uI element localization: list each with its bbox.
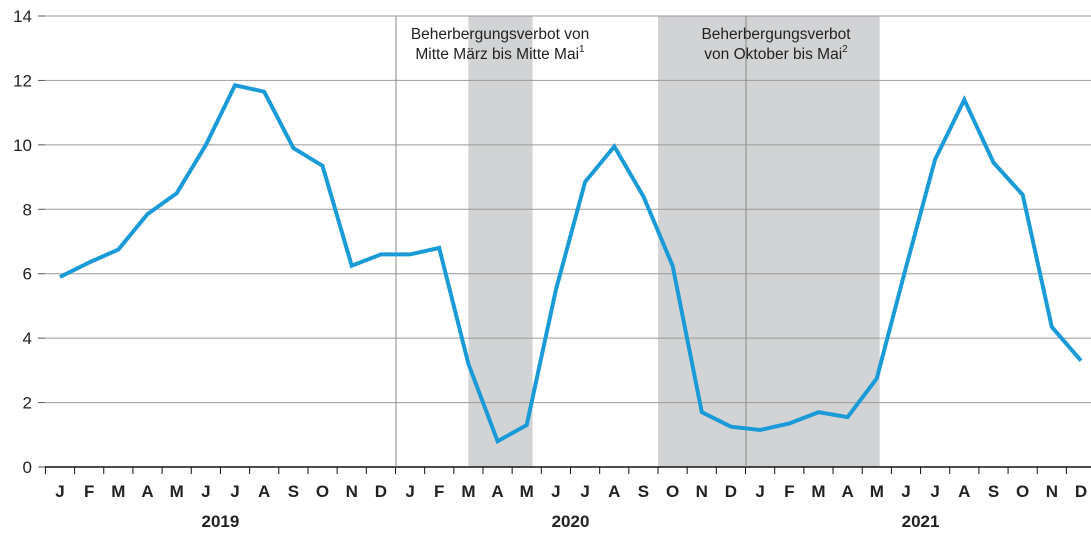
data-line [59, 83, 1083, 445]
y-tick-label: 14 [13, 7, 32, 26]
x-tick-label: D [1075, 482, 1087, 501]
x-tick-label: O [666, 482, 679, 501]
x-tick-label: N [346, 482, 358, 501]
x-tick-label: J [405, 482, 414, 501]
x-tick-label: M [870, 482, 884, 501]
x-tick-label: J [901, 482, 910, 501]
shaded-layer [468, 16, 880, 467]
x-tick-label: J [580, 482, 589, 501]
x-tick-label: D [375, 482, 387, 501]
x-tick-label: A [258, 482, 270, 501]
shaded-period [658, 16, 880, 467]
x-tick-label: J [755, 482, 764, 501]
x-tick-label: O [316, 482, 329, 501]
y-tick-label: 12 [13, 71, 32, 90]
x-tick-label: M [170, 482, 184, 501]
x-tick-label: S [988, 482, 999, 501]
year-label: 2020 [552, 512, 590, 531]
x-tick-label: A [141, 482, 153, 501]
annotation-line: von Oktober bis Mai [704, 46, 842, 63]
annotation: Beherbergungsverbot von [411, 26, 589, 43]
shaded-period [468, 16, 533, 467]
x-tick-label: A [608, 482, 620, 501]
x-tick-label: M [111, 482, 125, 501]
footnote-mark: 2 [842, 44, 848, 55]
x-tick-label: F [784, 482, 794, 501]
x-tick-label: A [958, 482, 970, 501]
x-tick-label: N [696, 482, 708, 501]
year-label: 2019 [202, 512, 240, 531]
y-tick-label: 0 [23, 458, 32, 477]
x-tick-label: A [491, 482, 503, 501]
x-tick-label: J [55, 482, 64, 501]
x-tick-label: M [811, 482, 825, 501]
x-tick-label: J [930, 482, 939, 501]
y-tick-label: 8 [23, 200, 32, 219]
x-tick-label: J [551, 482, 560, 501]
x-tick-label: J [230, 482, 239, 501]
y-tick-label: 10 [13, 136, 32, 155]
year-label: 2021 [902, 512, 940, 531]
y-tick-label: 6 [23, 265, 32, 284]
annotation-line: Mitte März bis Mitte Mai [415, 46, 579, 63]
marks-layer [59, 83, 1083, 445]
x-tick-label: M [520, 482, 534, 501]
y-tick-label: 2 [23, 394, 32, 413]
x-tick-label: N [1046, 482, 1058, 501]
grid-layer [38, 15, 1091, 474]
x-tick-label: F [84, 482, 94, 501]
footnote-mark: 1 [579, 44, 585, 55]
x-tick-label: D [725, 482, 737, 501]
x-tick-label: O [1016, 482, 1029, 501]
x-tick-label: J [201, 482, 210, 501]
annotation: Mitte März bis Mitte Mai1 [415, 44, 585, 63]
annotation: Beherbergungsverbot [701, 26, 851, 43]
x-tick-label: A [841, 482, 853, 501]
x-tick-label: S [638, 482, 649, 501]
x-tick-label: M [461, 482, 475, 501]
y-tick-label: 4 [23, 329, 32, 348]
x-tick-label: S [288, 482, 299, 501]
x-tick-label: F [434, 482, 444, 501]
annotation: von Oktober bis Mai2 [704, 44, 848, 63]
